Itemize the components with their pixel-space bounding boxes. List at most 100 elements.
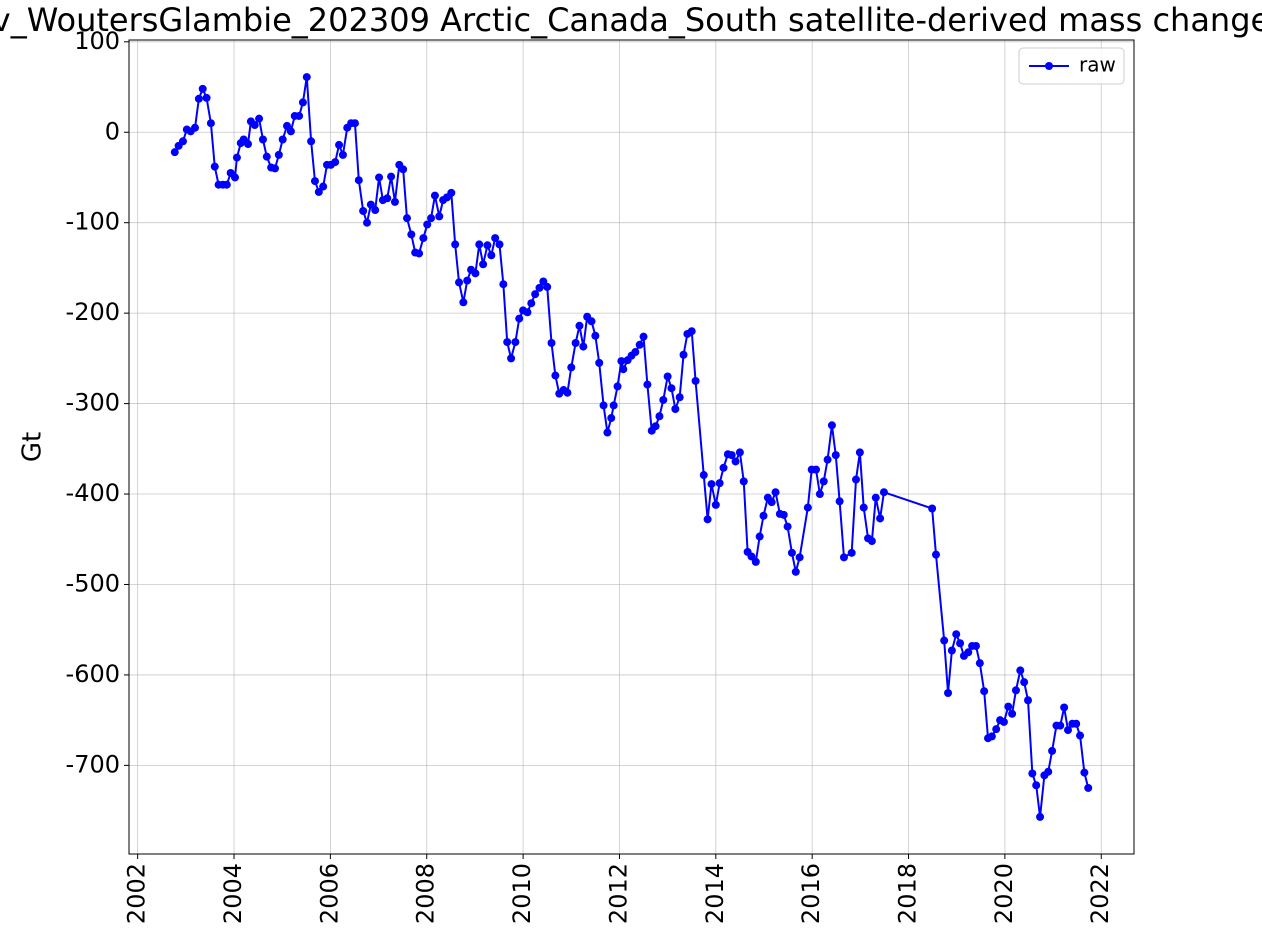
- data-point: [479, 260, 488, 269]
- y-tick-label: 0: [105, 117, 120, 145]
- data-point: [739, 477, 748, 486]
- data-point: [314, 187, 323, 196]
- data-line: [173, 76, 1090, 818]
- data-point: [767, 498, 776, 507]
- data-point: [511, 338, 520, 347]
- data-point: [747, 552, 756, 561]
- data-point: [852, 475, 861, 484]
- data-point: [567, 363, 576, 372]
- data-point: [471, 269, 480, 278]
- data-point: [819, 477, 828, 486]
- data-point: [194, 94, 203, 103]
- legend-label: raw: [1079, 53, 1116, 77]
- data-point: [679, 350, 688, 359]
- data-point: [667, 384, 676, 393]
- legend-box: [1018, 47, 1125, 85]
- data-point: [387, 172, 396, 181]
- data-point: [551, 371, 560, 380]
- data-point: [791, 567, 800, 576]
- data-point: [563, 388, 572, 397]
- data-point: [931, 550, 940, 559]
- data-point: [419, 234, 428, 243]
- data-point: [495, 240, 504, 249]
- data-point: [1028, 769, 1037, 778]
- x-tick-label: 2014: [701, 863, 729, 924]
- data-point: [975, 659, 984, 668]
- data-point: [575, 321, 584, 330]
- data-point: [999, 717, 1008, 726]
- data-point: [992, 725, 1001, 734]
- data-point: [928, 504, 937, 513]
- data-point: [415, 249, 424, 258]
- data-point: [643, 380, 652, 389]
- plot-frame: [128, 39, 1135, 855]
- data-point: [631, 348, 640, 357]
- data-point: [635, 340, 644, 349]
- data-point: [1048, 746, 1057, 755]
- data-point: [319, 182, 328, 191]
- data-point: [331, 158, 340, 167]
- data-point: [202, 93, 211, 102]
- data-point: [230, 173, 239, 182]
- data-point: [787, 548, 796, 557]
- data-point: [971, 641, 980, 650]
- data-point: [210, 162, 219, 171]
- data-point: [543, 282, 552, 291]
- data-point: [383, 194, 392, 203]
- y-tick-label: -300: [66, 389, 120, 417]
- data-point: [579, 342, 588, 351]
- data-point: [399, 165, 408, 174]
- data-point: [987, 732, 996, 741]
- data-point: [1016, 666, 1025, 675]
- data-point: [451, 240, 460, 249]
- data-point: [711, 500, 720, 509]
- y-tick-label: -100: [66, 208, 120, 236]
- data-point: [855, 448, 864, 457]
- data-point: [407, 230, 416, 239]
- data-point: [359, 206, 368, 215]
- data-point: [455, 278, 464, 287]
- x-tick-label: 2020: [990, 863, 1018, 924]
- data-point: [366, 200, 375, 209]
- x-tick-label: 2002: [123, 863, 151, 924]
- data-point: [402, 214, 411, 223]
- data-point: [609, 401, 618, 410]
- x-tick-label: 2018: [894, 863, 922, 924]
- data-point: [1044, 767, 1053, 776]
- data-point: [783, 522, 792, 531]
- data-point: [298, 98, 307, 107]
- data-point: [170, 148, 179, 157]
- data-point: [1063, 726, 1072, 735]
- data-point: [956, 639, 965, 648]
- data-point: [1008, 709, 1017, 718]
- data-point: [619, 365, 628, 374]
- data-point: [250, 121, 259, 130]
- data-point: [599, 401, 608, 410]
- data-point: [655, 412, 664, 421]
- data-point: [603, 428, 612, 437]
- data-point: [876, 514, 885, 523]
- data-point: [363, 218, 372, 227]
- data-point: [639, 332, 648, 341]
- data-point: [310, 177, 319, 186]
- data-point: [731, 457, 740, 466]
- y-tick-label: -200: [66, 298, 120, 326]
- data-point: [258, 135, 267, 144]
- data-point: [335, 140, 344, 149]
- data-point: [952, 630, 961, 639]
- data-point: [691, 376, 700, 385]
- data-point: [947, 646, 956, 655]
- x-tick-label: 2006: [315, 863, 343, 924]
- data-point: [879, 488, 888, 497]
- data-point: [651, 422, 660, 431]
- data-point: [1032, 781, 1041, 790]
- data-point: [390, 197, 399, 206]
- data-point: [447, 188, 456, 197]
- data-point: [307, 137, 316, 146]
- data-point: [1011, 686, 1020, 695]
- x-tick-label: 2016: [797, 863, 825, 924]
- data-point: [835, 497, 844, 506]
- data-point: [435, 212, 444, 221]
